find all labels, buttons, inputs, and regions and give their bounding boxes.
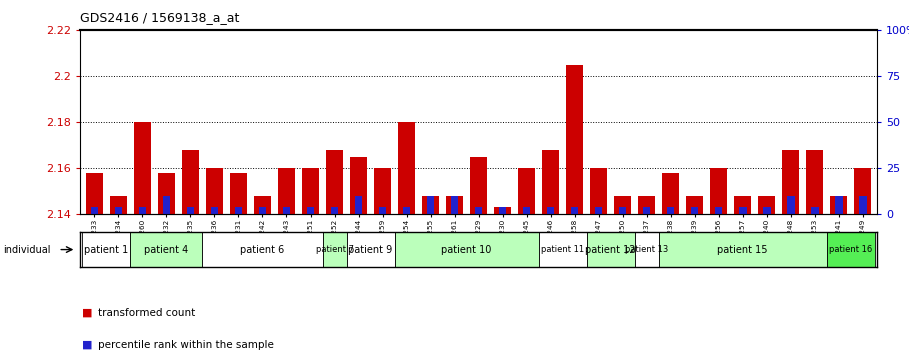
Bar [446, 196, 463, 214]
Text: patient 16: patient 16 [829, 245, 873, 254]
Bar [255, 196, 271, 214]
Bar [806, 150, 824, 214]
Bar [835, 196, 843, 214]
Bar [830, 196, 847, 214]
Bar [158, 173, 175, 214]
Bar [638, 196, 655, 214]
Bar [427, 196, 435, 214]
Text: individual: individual [3, 245, 50, 255]
Bar [499, 207, 506, 214]
Bar [539, 232, 586, 267]
Bar [230, 173, 247, 214]
Bar [494, 207, 511, 214]
Bar [323, 232, 346, 267]
Bar [115, 207, 122, 214]
Bar [643, 207, 651, 214]
Bar [590, 168, 607, 214]
Text: patient 9: patient 9 [348, 245, 393, 255]
Text: patient 7: patient 7 [315, 245, 354, 254]
Bar [186, 207, 195, 214]
Bar [302, 168, 319, 214]
Bar [686, 196, 703, 214]
Bar [739, 207, 746, 214]
Bar [395, 232, 539, 267]
Text: patient 11: patient 11 [541, 245, 584, 254]
Bar [346, 232, 395, 267]
Bar [854, 168, 871, 214]
Bar [667, 207, 674, 214]
Bar [594, 207, 603, 214]
Bar [787, 196, 794, 214]
Text: patient 10: patient 10 [442, 245, 492, 255]
Bar [134, 122, 151, 214]
Bar [91, 207, 98, 214]
Bar [663, 173, 679, 214]
Bar [734, 196, 751, 214]
Bar [714, 207, 723, 214]
Bar [763, 207, 771, 214]
Text: patient 12: patient 12 [585, 245, 636, 255]
Bar [130, 232, 203, 267]
Bar [474, 207, 483, 214]
Bar [86, 173, 103, 214]
Text: GDS2416 / 1569138_a_at: GDS2416 / 1569138_a_at [80, 11, 239, 24]
Bar [619, 207, 626, 214]
Bar [547, 207, 554, 214]
Bar [543, 150, 559, 214]
Bar [83, 232, 130, 267]
Bar [403, 207, 410, 214]
Text: patient 15: patient 15 [717, 245, 768, 255]
Bar [326, 150, 343, 214]
Bar [235, 207, 243, 214]
Text: percentile rank within the sample: percentile rank within the sample [98, 340, 274, 350]
Bar [182, 150, 199, 214]
Text: ■: ■ [82, 340, 93, 350]
Bar [811, 207, 818, 214]
Bar [566, 65, 583, 214]
Bar [614, 196, 631, 214]
Bar [379, 207, 386, 214]
Bar [350, 157, 367, 214]
Bar [398, 122, 415, 214]
Bar [306, 207, 315, 214]
Bar [571, 207, 578, 214]
Bar [691, 207, 698, 214]
Bar [163, 196, 170, 214]
Bar [139, 207, 146, 214]
Bar [206, 168, 223, 214]
Bar [470, 157, 487, 214]
Bar [278, 168, 295, 214]
Bar [283, 207, 290, 214]
Bar [586, 232, 634, 267]
Text: patient 1: patient 1 [85, 245, 128, 255]
Bar [710, 168, 727, 214]
Bar [331, 207, 338, 214]
Bar [451, 196, 458, 214]
Bar [203, 232, 323, 267]
Bar [518, 168, 535, 214]
Text: transformed count: transformed count [98, 308, 195, 318]
Text: patient 6: patient 6 [240, 245, 285, 255]
Bar [110, 196, 127, 214]
Bar [375, 168, 391, 214]
Text: ■: ■ [82, 308, 93, 318]
Text: patient 4: patient 4 [145, 245, 188, 255]
Bar [659, 232, 827, 267]
Bar [211, 207, 218, 214]
Bar [859, 196, 866, 214]
Bar [422, 196, 439, 214]
Bar [355, 196, 363, 214]
Bar [523, 207, 530, 214]
Bar [259, 207, 266, 214]
Bar [827, 232, 874, 267]
Bar [634, 232, 659, 267]
Bar [758, 196, 775, 214]
Bar [783, 150, 799, 214]
Text: patient 13: patient 13 [625, 245, 668, 254]
